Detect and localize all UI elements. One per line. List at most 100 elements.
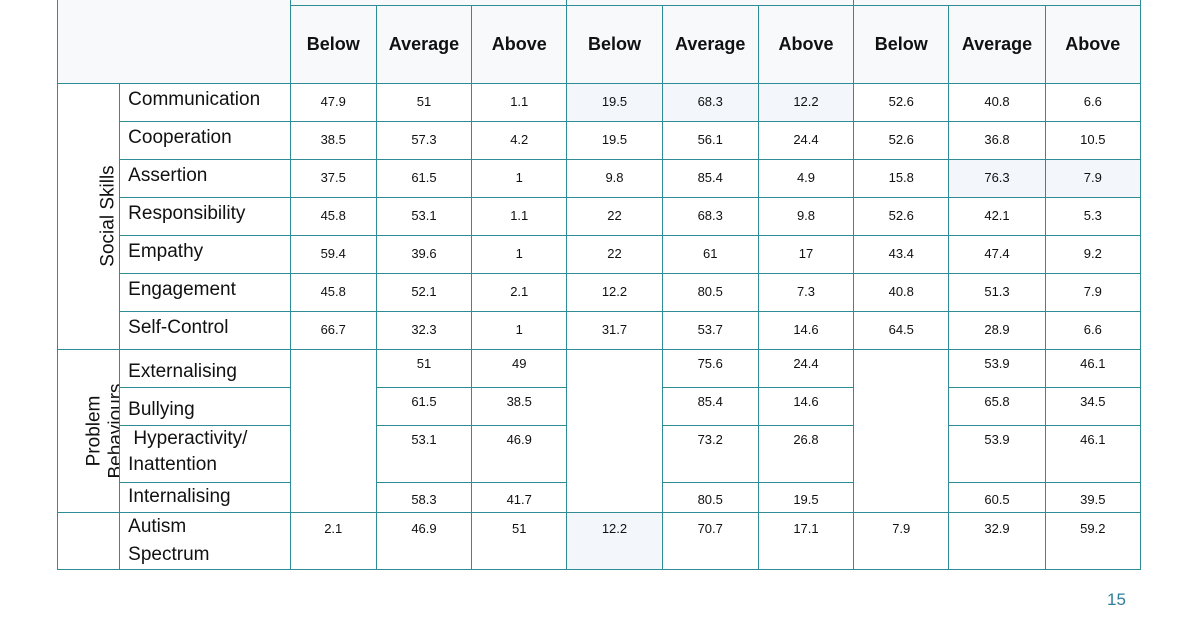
table-row-externalising: Problem Behaviours Externalising 51 49 7… <box>56 348 1142 513</box>
col-header-above-2: Above <box>757 4 855 84</box>
table-cell: 4.2 <box>471 120 568 160</box>
table-cell: 46.1 <box>1044 424 1142 483</box>
table-row-empathy: Empathy 59.4 39.6 1 22 61 17 43.4 47.4 9… <box>58 234 1142 274</box>
table-cell: 65.8 <box>948 386 1046 426</box>
table-cell: 61 <box>661 234 759 274</box>
table-cell: 38.5 <box>289 120 377 160</box>
table-cell: 80.5 <box>661 481 759 513</box>
table-row-hyperactivity: Hyperactivity/Inattention 53.1 46.9 73.2… <box>58 424 1142 483</box>
table-cell: 6.6 <box>1044 82 1142 122</box>
table-cell: 32.9 <box>948 511 1046 570</box>
table-cell: 32.3 <box>375 310 473 350</box>
table-cell: 64.5 <box>853 310 950 350</box>
col-header-average-1: Average <box>375 4 473 84</box>
table-cell: 5.3 <box>1044 196 1142 236</box>
table-cell: 9.8 <box>757 196 855 236</box>
col-header-below-3: Below <box>853 4 950 84</box>
table-cell: 39.5 <box>1044 481 1142 513</box>
table-cell: 42.1 <box>948 196 1046 236</box>
group-label-problem-behaviours: Problem Behaviours <box>56 348 121 513</box>
row-label-hyperactivity: Hyperactivity/Inattention <box>119 424 291 483</box>
table-cell: 46.9 <box>471 424 568 483</box>
table-cell: 52.6 <box>853 196 950 236</box>
table-cell: 47.9 <box>289 82 377 122</box>
problem-behaviours-label: Problem Behaviours <box>83 383 119 478</box>
row-label-line2: Inattention <box>128 453 217 475</box>
table-cell: 46.9 <box>375 511 473 570</box>
table-cell: 40.8 <box>948 82 1046 122</box>
group-label-empty <box>56 511 121 570</box>
table-cell: 7.3 <box>757 272 855 312</box>
table-cell: 7.9 <box>1044 158 1142 198</box>
table-cell: 53.7 <box>661 310 759 350</box>
problem-label-line1: Problem <box>83 395 105 466</box>
table-cell: 41.7 <box>471 481 568 513</box>
table-cell: 58.3 <box>375 481 473 513</box>
table-cell: 1 <box>471 234 568 274</box>
table-cell: 53.1 <box>375 196 473 236</box>
table-cell: 36.8 <box>948 120 1046 160</box>
table-cell: 53.9 <box>948 348 1046 388</box>
table-cell: 52.6 <box>853 120 950 160</box>
table-cell: 7.9 <box>853 511 950 570</box>
table-cell: 1.1 <box>471 82 568 122</box>
table-cell: 24.4 <box>757 120 855 160</box>
col-header-below-1: Below <box>289 4 377 84</box>
empty-below-cell-1 <box>289 348 377 513</box>
row-label-line2: Spectrum <box>128 543 210 565</box>
table-cell: 49 <box>471 348 568 388</box>
table-row-autism-spectrum: Autism Spectrum 2.1 46.9 51 12.2 70.7 17.… <box>56 511 1142 570</box>
table-cell: 19.5 <box>566 120 663 160</box>
table-cell: 52.6 <box>853 82 950 122</box>
group-label-social-skills: Social Skills <box>56 82 121 350</box>
results-table-wrapper: Below Average Above Below Average Above … <box>56 0 1142 570</box>
empty-below-cell-2 <box>566 348 663 513</box>
table-cell: 59.2 <box>1044 511 1142 570</box>
row-label: Engagement <box>119 272 291 312</box>
table-cell: 73.2 <box>661 424 759 483</box>
table-cell: 12.2 <box>757 82 855 122</box>
table-cell: 14.6 <box>757 310 855 350</box>
table-cell: 22 <box>566 196 663 236</box>
social-skills-label: Social Skills <box>97 165 119 267</box>
table-cell: 68.3 <box>661 196 759 236</box>
table-cell: 7.9 <box>1044 272 1142 312</box>
row-label: Empathy <box>119 234 291 274</box>
table-cell: 2.1 <box>471 272 568 312</box>
table-cell: 6.6 <box>1044 310 1142 350</box>
row-label: Cooperation <box>119 120 291 160</box>
table-cell: 61.5 <box>375 158 473 198</box>
page-number: 15 <box>1107 590 1126 609</box>
table-cell: 38.5 <box>471 386 568 426</box>
table-cell: 47.4 <box>948 234 1046 274</box>
col-header-average-3: Average <box>948 4 1046 84</box>
table-row-responsibility: Responsibility 45.8 53.1 1.1 22 68.3 9.8… <box>58 196 1142 236</box>
table-cell: 1 <box>471 310 568 350</box>
row-label-line1: Hyperactivity/ <box>128 427 248 449</box>
table-cell: 51 <box>471 511 568 570</box>
table-cell: 9.8 <box>566 158 663 198</box>
table-cell: 31.7 <box>566 310 663 350</box>
table-cell: 22 <box>566 234 663 274</box>
col-header-above-3: Above <box>1044 4 1142 84</box>
table-row-cooperation: Cooperation 38.5 57.3 4.2 19.5 56.1 24.4… <box>58 120 1142 160</box>
row-label-line1: Autism <box>128 515 187 537</box>
table-cell: 14.6 <box>757 386 855 426</box>
table-cell: 1.1 <box>471 196 568 236</box>
table-cell: 51.3 <box>948 272 1046 312</box>
table-cell: 15.8 <box>853 158 950 198</box>
row-label: Self-Control <box>119 310 291 350</box>
row-label: Bullying <box>119 386 291 426</box>
table-cell: 80.5 <box>661 272 759 312</box>
table-cell: 76.3 <box>948 158 1046 198</box>
table-row-communication: Social Skills Communication 47.9 51 1.1 … <box>56 82 1142 350</box>
table-cell: 46.1 <box>1044 348 1142 388</box>
table-cell: 19.5 <box>757 481 855 513</box>
table-cell: 53.1 <box>375 424 473 483</box>
table-cell: 53.9 <box>948 424 1046 483</box>
table-cell: 85.4 <box>661 386 759 426</box>
row-label-autism: Autism Spectrum <box>119 511 291 570</box>
table-cell: 19.5 <box>566 82 663 122</box>
table-row-self-control: Self-Control 66.7 32.3 1 31.7 53.7 14.6 … <box>58 310 1142 350</box>
table-cell: 9.2 <box>1044 234 1142 274</box>
